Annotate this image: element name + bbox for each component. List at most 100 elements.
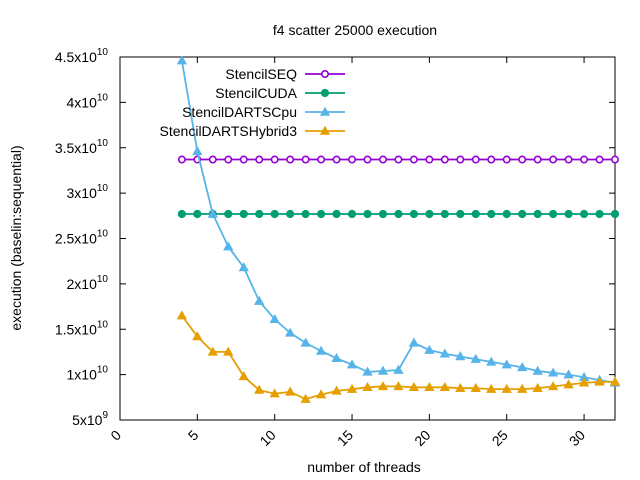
legend-label: StencilDARTSHybrid3 [160, 123, 298, 139]
data-point [409, 155, 418, 164]
data-point [517, 362, 528, 372]
data-point [610, 209, 620, 219]
legend-label: StencilCUDA [215, 85, 297, 101]
data-point [610, 155, 619, 164]
x-tick-label: 10 [256, 427, 278, 449]
data-point [424, 382, 435, 392]
data-point [487, 155, 496, 164]
data-point [224, 155, 233, 164]
chart-title: f4 scatter 25000 execution [273, 22, 437, 38]
data-point [440, 209, 449, 219]
legend-marker [320, 70, 329, 79]
data-point [269, 388, 280, 398]
data-point [471, 209, 480, 219]
data-point [255, 209, 264, 219]
data-point [377, 381, 389, 391]
data-point [425, 209, 434, 219]
data-point [471, 155, 480, 164]
data-point [332, 155, 341, 164]
data-point [393, 381, 404, 391]
data-point [533, 209, 542, 219]
data-point [239, 209, 248, 219]
data-point [578, 377, 590, 387]
data-point [518, 155, 527, 164]
data-point [440, 155, 449, 164]
y-tick-label: 4.5x1010 [55, 47, 109, 65]
data-point [609, 376, 621, 386]
y-tick-label: 2.5x1010 [55, 229, 109, 247]
data-point [284, 386, 296, 396]
data-point [286, 155, 295, 164]
legend-marker [319, 125, 331, 135]
data-point [456, 155, 465, 164]
legend-marker [320, 88, 330, 98]
data-point [470, 382, 481, 392]
data-point [315, 389, 327, 399]
data-point [224, 209, 233, 219]
data-point [533, 155, 542, 164]
y-tick-label: 3.5x1010 [55, 138, 109, 156]
data-point [455, 351, 466, 361]
data-point [377, 365, 389, 375]
x-tick-label: 30 [566, 427, 588, 449]
legend: StencilSEQ StencilCUDA StencilDARTSCpu Sten… [160, 66, 345, 139]
data-point [470, 353, 481, 363]
data-point [300, 337, 311, 347]
data-point [580, 155, 589, 164]
x-tick-label: 25 [489, 427, 511, 449]
data-point [362, 366, 373, 376]
data-point [254, 295, 265, 305]
data-point [595, 209, 604, 219]
legend-label: StencilSEQ [225, 66, 297, 82]
data-point [439, 382, 451, 392]
data-point [177, 209, 186, 219]
data-point [270, 155, 279, 164]
series-StencilSEQ [177, 155, 619, 164]
data-point [547, 367, 559, 377]
x-tick-label: 0 [107, 427, 124, 444]
data-point [378, 155, 387, 164]
legend-marker [319, 106, 331, 116]
data-point [408, 337, 420, 347]
y-tick-label: 1x1010 [67, 365, 109, 383]
data-point [363, 209, 372, 219]
data-point [532, 382, 543, 392]
data-point [455, 382, 466, 392]
x-tick-label: 5 [185, 427, 202, 444]
data-point [486, 356, 497, 366]
data-point [176, 55, 188, 65]
data-point [502, 155, 511, 164]
data-point [425, 155, 434, 164]
data-point [378, 209, 388, 219]
data-point [394, 209, 403, 219]
data-point [363, 155, 372, 164]
data-point [393, 364, 404, 374]
y-tick-label: 5x109 [72, 410, 108, 428]
data-point [270, 209, 279, 219]
data-point [517, 383, 528, 393]
data-point [301, 155, 310, 164]
data-point [331, 352, 342, 363]
data-point [549, 209, 558, 219]
legend-item: StencilSEQ [225, 66, 345, 82]
data-point [207, 346, 218, 356]
data-point [332, 209, 341, 219]
legend-item: StencilCUDA [215, 85, 345, 101]
legend-label: StencilDARTSCpu [182, 104, 297, 120]
legend-item: StencilDARTSCpu [182, 104, 345, 120]
series-layer [176, 55, 621, 403]
data-point [518, 209, 527, 219]
data-point [501, 359, 512, 369]
y-tick-label: 4x1010 [67, 92, 109, 110]
data-point [315, 345, 327, 355]
data-point [487, 209, 496, 219]
data-point [456, 209, 465, 219]
data-point [579, 209, 589, 219]
data-point [239, 155, 248, 164]
data-point [532, 365, 543, 375]
data-point [501, 383, 512, 393]
y-tick-label: 3x1010 [67, 183, 109, 201]
data-point [207, 208, 218, 218]
legend-item: StencilDARTSHybrid3 [160, 123, 345, 139]
